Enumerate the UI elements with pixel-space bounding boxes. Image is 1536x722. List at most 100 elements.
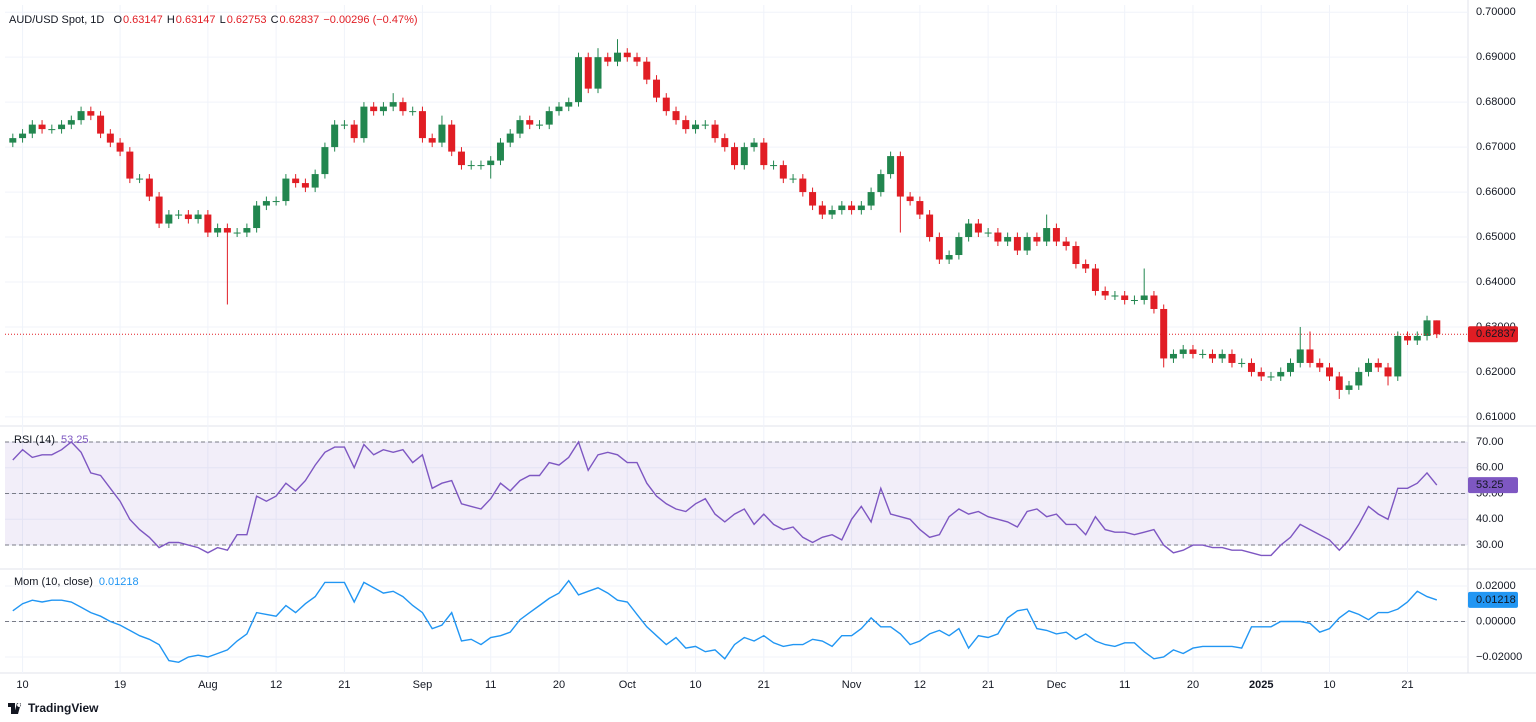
candle-body (779, 165, 787, 179)
candle-body (692, 124, 700, 130)
candle-body (857, 205, 865, 211)
candle-body (48, 129, 56, 131)
candle-body (974, 223, 982, 233)
candle-body (409, 111, 417, 113)
candle-body (1101, 290, 1109, 296)
mom-title: Mom (10, close) (14, 576, 93, 588)
candle-body (935, 237, 943, 260)
candle-body (379, 106, 387, 112)
candle-body (28, 124, 36, 134)
y-tick-label: 0.70000 (1476, 6, 1516, 18)
candle-body (233, 232, 241, 234)
candle-body (672, 111, 680, 121)
candle-body (1140, 295, 1148, 300)
y-tick-label: 0.62000 (1476, 366, 1516, 378)
candle-body (1326, 367, 1334, 377)
candle-body (272, 201, 280, 203)
candle-body (770, 165, 778, 167)
candle-body (789, 178, 797, 180)
candle-body (1169, 353, 1177, 359)
candle-body (243, 228, 251, 233)
x-tick-label: 19 (114, 679, 126, 691)
ohlc-header: AUD/USD Spot, 1D O0.63147 H0.63147 L0.62… (9, 14, 419, 26)
candle-body (945, 255, 953, 260)
candle-body (614, 52, 622, 62)
x-tick-label: Sep (413, 679, 433, 691)
candle-body (1433, 320, 1441, 335)
candle-body (1033, 237, 1041, 242)
candle-body (896, 156, 904, 197)
candle-body (643, 61, 651, 80)
candle-body (574, 57, 582, 103)
candle-body (487, 160, 495, 166)
last-price-tag (1468, 326, 1518, 343)
candle-body (633, 57, 641, 62)
candle-body (262, 201, 270, 206)
candle-body (136, 178, 144, 180)
candle-body (750, 142, 758, 148)
x-tick-label: 20 (553, 679, 565, 691)
candle-body (965, 223, 973, 238)
candle-body (1072, 246, 1080, 265)
x-tick-label: 21 (1401, 679, 1413, 691)
candle-body (1082, 264, 1090, 269)
candle-body (145, 178, 153, 197)
candle-body (97, 115, 105, 134)
candle-body (887, 156, 895, 175)
candle-body (1130, 299, 1138, 301)
candle-body (477, 165, 485, 167)
candle-body (1238, 362, 1246, 364)
candle-body (448, 124, 456, 152)
candle-body (1043, 228, 1051, 242)
candle-body (1413, 335, 1421, 341)
candle-body (535, 124, 543, 126)
candle-body (214, 228, 222, 233)
x-tick-label: 20 (1187, 679, 1199, 691)
candle-body (253, 205, 261, 229)
candle-body (721, 138, 729, 148)
candle-body (1062, 241, 1070, 247)
candle-body (1013, 237, 1021, 251)
candle-body (926, 214, 934, 238)
candle-body (106, 133, 114, 143)
candle-body (1286, 362, 1294, 372)
x-tick-label: Oct (619, 679, 636, 691)
x-tick-label: 10 (1323, 679, 1335, 691)
logo (8, 702, 22, 714)
x-tick-label: Aug (198, 679, 218, 691)
candle-body (1355, 371, 1363, 386)
x-tick-label: 2025 (1249, 679, 1273, 691)
candle-body (321, 147, 329, 175)
candle-body (165, 214, 173, 224)
candle-body (1004, 237, 1012, 242)
candle-body (1179, 349, 1187, 354)
indicator-line (12, 579, 1438, 664)
candle-body (594, 57, 602, 89)
o-value: 0.63147 (123, 14, 163, 26)
candle-body (1267, 376, 1275, 378)
candle-body (1052, 228, 1060, 242)
c-label: C (270, 14, 279, 26)
y-tick-label: 0.64000 (1476, 276, 1516, 288)
candle-body (818, 205, 826, 215)
candle-body (682, 120, 690, 130)
candle-body (838, 205, 846, 211)
candle-body (1335, 376, 1343, 390)
rsi-header: RSI (14) 53.25 (14, 434, 90, 446)
candle-body (653, 79, 661, 98)
y-tick-label: 0.65000 (1476, 231, 1516, 243)
candle-body (799, 178, 807, 193)
candle-body (506, 133, 514, 143)
candle-body (1306, 349, 1314, 363)
brand-text: TradingView (28, 701, 99, 715)
h-label: H (166, 14, 175, 26)
candle-body (77, 111, 85, 121)
candle-body (126, 151, 134, 179)
candle-body (1257, 371, 1265, 377)
candle-body (311, 174, 319, 188)
c-value: 0.62837 (279, 14, 320, 26)
candle-body (418, 111, 426, 139)
candle-body (1365, 362, 1373, 372)
candle-body (116, 142, 124, 152)
mom-value: 0.01218 (98, 576, 139, 588)
